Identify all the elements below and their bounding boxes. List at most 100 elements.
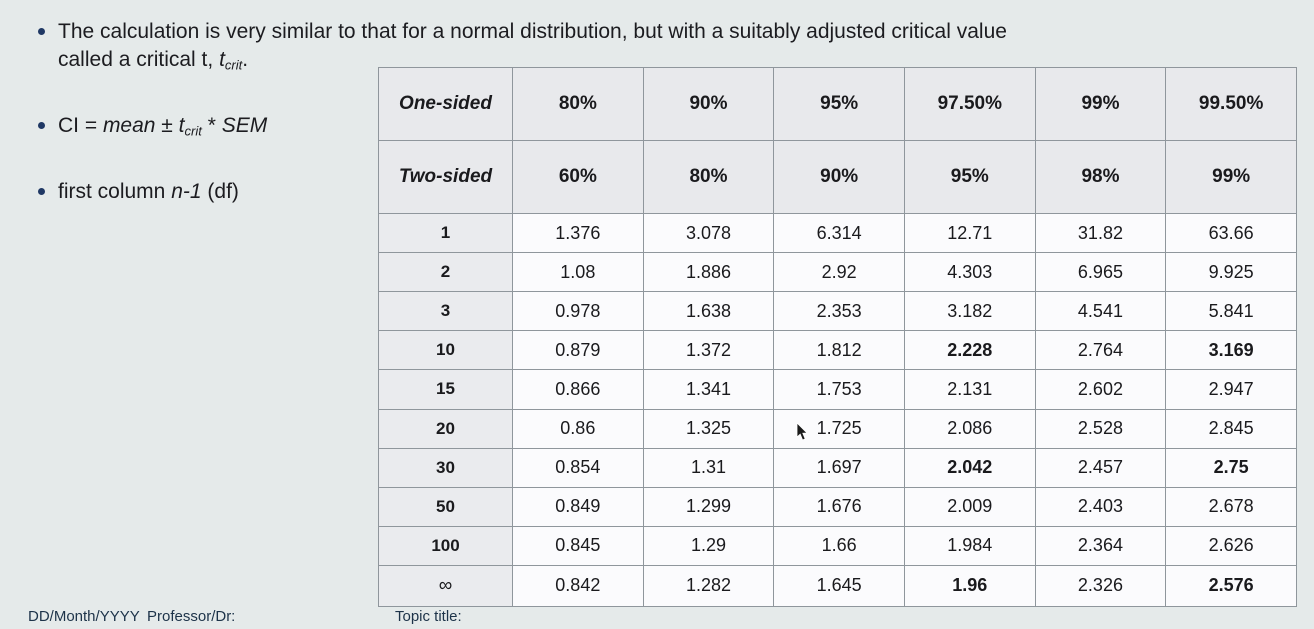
t-value-cell: 2.403 (1034, 486, 1167, 527)
bullet-dot (38, 122, 45, 129)
header-row-two-sided: Two-sided 60% 80% 90% 95% 98% 99% (378, 140, 1297, 214)
table-row: 3 0.978 1.638 2.353 3.182 4.541 5.841 (378, 291, 1297, 332)
t-value-cell: 63.66 (1165, 212, 1297, 254)
footer-professor: Professor/Dr: (147, 608, 236, 625)
t-value-cell: 0.86 (512, 408, 644, 449)
bullet-item-2: CI = mean ± tcrit * SEM (38, 112, 267, 146)
t-symbol: t (178, 114, 185, 137)
t-value-cell: 1.753 (773, 369, 905, 410)
plus-minus: ± (155, 114, 179, 137)
t-value-cell: 31.82 (1034, 212, 1167, 254)
table-row: 1 1.376 3.078 6.314 12.71 31.82 63.66 (378, 212, 1297, 254)
t-table: One-sided 80% 90% 95% 97.50% 99% 99.50% … (378, 67, 1297, 608)
t-value-cell: 2.947 (1165, 369, 1297, 410)
t-symbol: t (219, 48, 225, 71)
t-value-cell: 2.353 (773, 291, 905, 332)
df-cell: 2 (378, 252, 513, 293)
header-cell: 80% (512, 67, 644, 141)
t-value-cell: 1.325 (642, 408, 775, 449)
header-cell: 95% (903, 140, 1036, 214)
header-cell: 99% (1165, 140, 1297, 214)
t-value-cell: 1.08 (512, 252, 644, 293)
t-value-cell: 3.169 (1165, 330, 1297, 371)
mean-symbol: mean (102, 114, 156, 137)
t-value-cell: 4.303 (903, 252, 1036, 293)
t-value-cell: 0.849 (512, 486, 644, 527)
header-cell: 95% (773, 67, 905, 141)
t-value-cell: 1.96 (903, 564, 1036, 608)
t-value-cell: 1.29 (642, 525, 775, 566)
bullet-item-3: first column n-1 (df) (38, 178, 239, 206)
t-value-cell: 2.086 (903, 408, 1036, 449)
df-cell: 10 (378, 330, 513, 371)
t-value-cell: 2.131 (903, 369, 1036, 410)
bullet-dot (38, 28, 45, 35)
t-value-cell: 1.812 (773, 330, 905, 371)
t-value-cell: 1.341 (642, 369, 775, 410)
t-value-cell: 3.078 (642, 212, 775, 254)
t-value-cell: 1.676 (773, 486, 905, 527)
t-value-cell: 2.009 (903, 486, 1036, 527)
ci-formula: CI = mean ± tcrit * SEM (58, 112, 267, 146)
t-critical-table: One-sided 80% 90% 95% 97.50% 99% 99.50% … (378, 67, 1297, 608)
bullet-3-text: first column n-1 (df) (58, 178, 239, 206)
n-minus-1-symbol: n-1 (171, 180, 202, 203)
df-cell: ∞ (378, 564, 513, 608)
df-cell: 50 (378, 486, 513, 527)
table-row: 15 0.866 1.341 1.753 2.131 2.602 2.947 (378, 369, 1297, 410)
t-value-cell: 1.886 (642, 252, 775, 293)
header-cell: 90% (773, 140, 905, 214)
two-sided-label: Two-sided (378, 140, 513, 214)
header-cell: 80% (642, 140, 775, 214)
t-value-cell: 0.845 (512, 525, 644, 566)
bullet-1-line-2-prefix: called a critical t, (58, 48, 220, 71)
header-cell: 98% (1034, 140, 1167, 214)
table-row: 100 0.845 1.29 1.66 1.984 2.364 2.626 (378, 525, 1297, 566)
df-cell: 15 (378, 369, 513, 410)
t-value-cell: 4.541 (1034, 291, 1167, 332)
t-value-cell: 2.626 (1165, 525, 1297, 566)
t-value-cell: 2.228 (903, 330, 1036, 371)
bullet-3-prefix: first column (58, 180, 172, 203)
t-value-cell: 0.866 (512, 369, 644, 410)
header-cell: 60% (512, 140, 644, 214)
t-subscript: crit (184, 123, 202, 139)
t-value-cell: 6.965 (1034, 252, 1167, 293)
header-cell: 99.50% (1165, 67, 1297, 141)
table-row: 10 0.879 1.372 1.812 2.228 2.764 3.169 (378, 330, 1297, 371)
header-cell: 90% (642, 67, 775, 141)
t-value-cell: 1.372 (642, 330, 775, 371)
table-row: 50 0.849 1.299 1.676 2.009 2.403 2.678 (378, 486, 1297, 527)
t-value-cell: 2.764 (1034, 330, 1167, 371)
t-value-cell: 1.645 (773, 564, 905, 608)
t-value-cell: 2.042 (903, 447, 1036, 488)
t-value-cell: 0.842 (512, 564, 644, 608)
t-value-cell: 0.879 (512, 330, 644, 371)
bullet-1-period: . (242, 48, 249, 71)
df-cell: 100 (378, 525, 513, 566)
header-cell: 99% (1034, 67, 1167, 141)
df-cell: 3 (378, 291, 513, 332)
t-value-cell: 0.854 (512, 447, 644, 488)
t-table-body: 1 1.376 3.078 6.314 12.71 31.82 63.66 2 1.08 1.88… (378, 212, 1297, 608)
t-value-cell: 2.528 (1034, 408, 1167, 449)
t-value-cell: 9.925 (1165, 252, 1297, 293)
t-value-cell: 2.602 (1034, 369, 1167, 410)
bullet-1-text: The calculation is very similar to that … (58, 18, 1303, 80)
t-value-cell: 1.66 (773, 525, 905, 566)
bullet-3-suffix: (df) (201, 180, 239, 203)
t-value-cell: 1.31 (642, 447, 775, 488)
table-row: ∞ 0.842 1.282 1.645 1.96 2.326 2.576 (378, 564, 1297, 608)
t-value-cell: 1.725 (773, 408, 905, 449)
t-value-cell: 2.326 (1034, 564, 1167, 608)
footer-date: DD/Month/YYYY (28, 608, 140, 625)
t-value-cell: 1.299 (642, 486, 775, 527)
times-operator: * (201, 114, 222, 137)
one-sided-label: One-sided (378, 67, 513, 141)
header-cell: 97.50% (903, 67, 1036, 141)
bullet-dot (38, 188, 45, 195)
table-row: 20 0.86 1.325 1.725 2.086 2.528 2.845 (378, 408, 1297, 449)
t-subscript: crit (224, 57, 243, 73)
bullet-1-line-2: called a critical t, tcrit. (58, 46, 1303, 80)
